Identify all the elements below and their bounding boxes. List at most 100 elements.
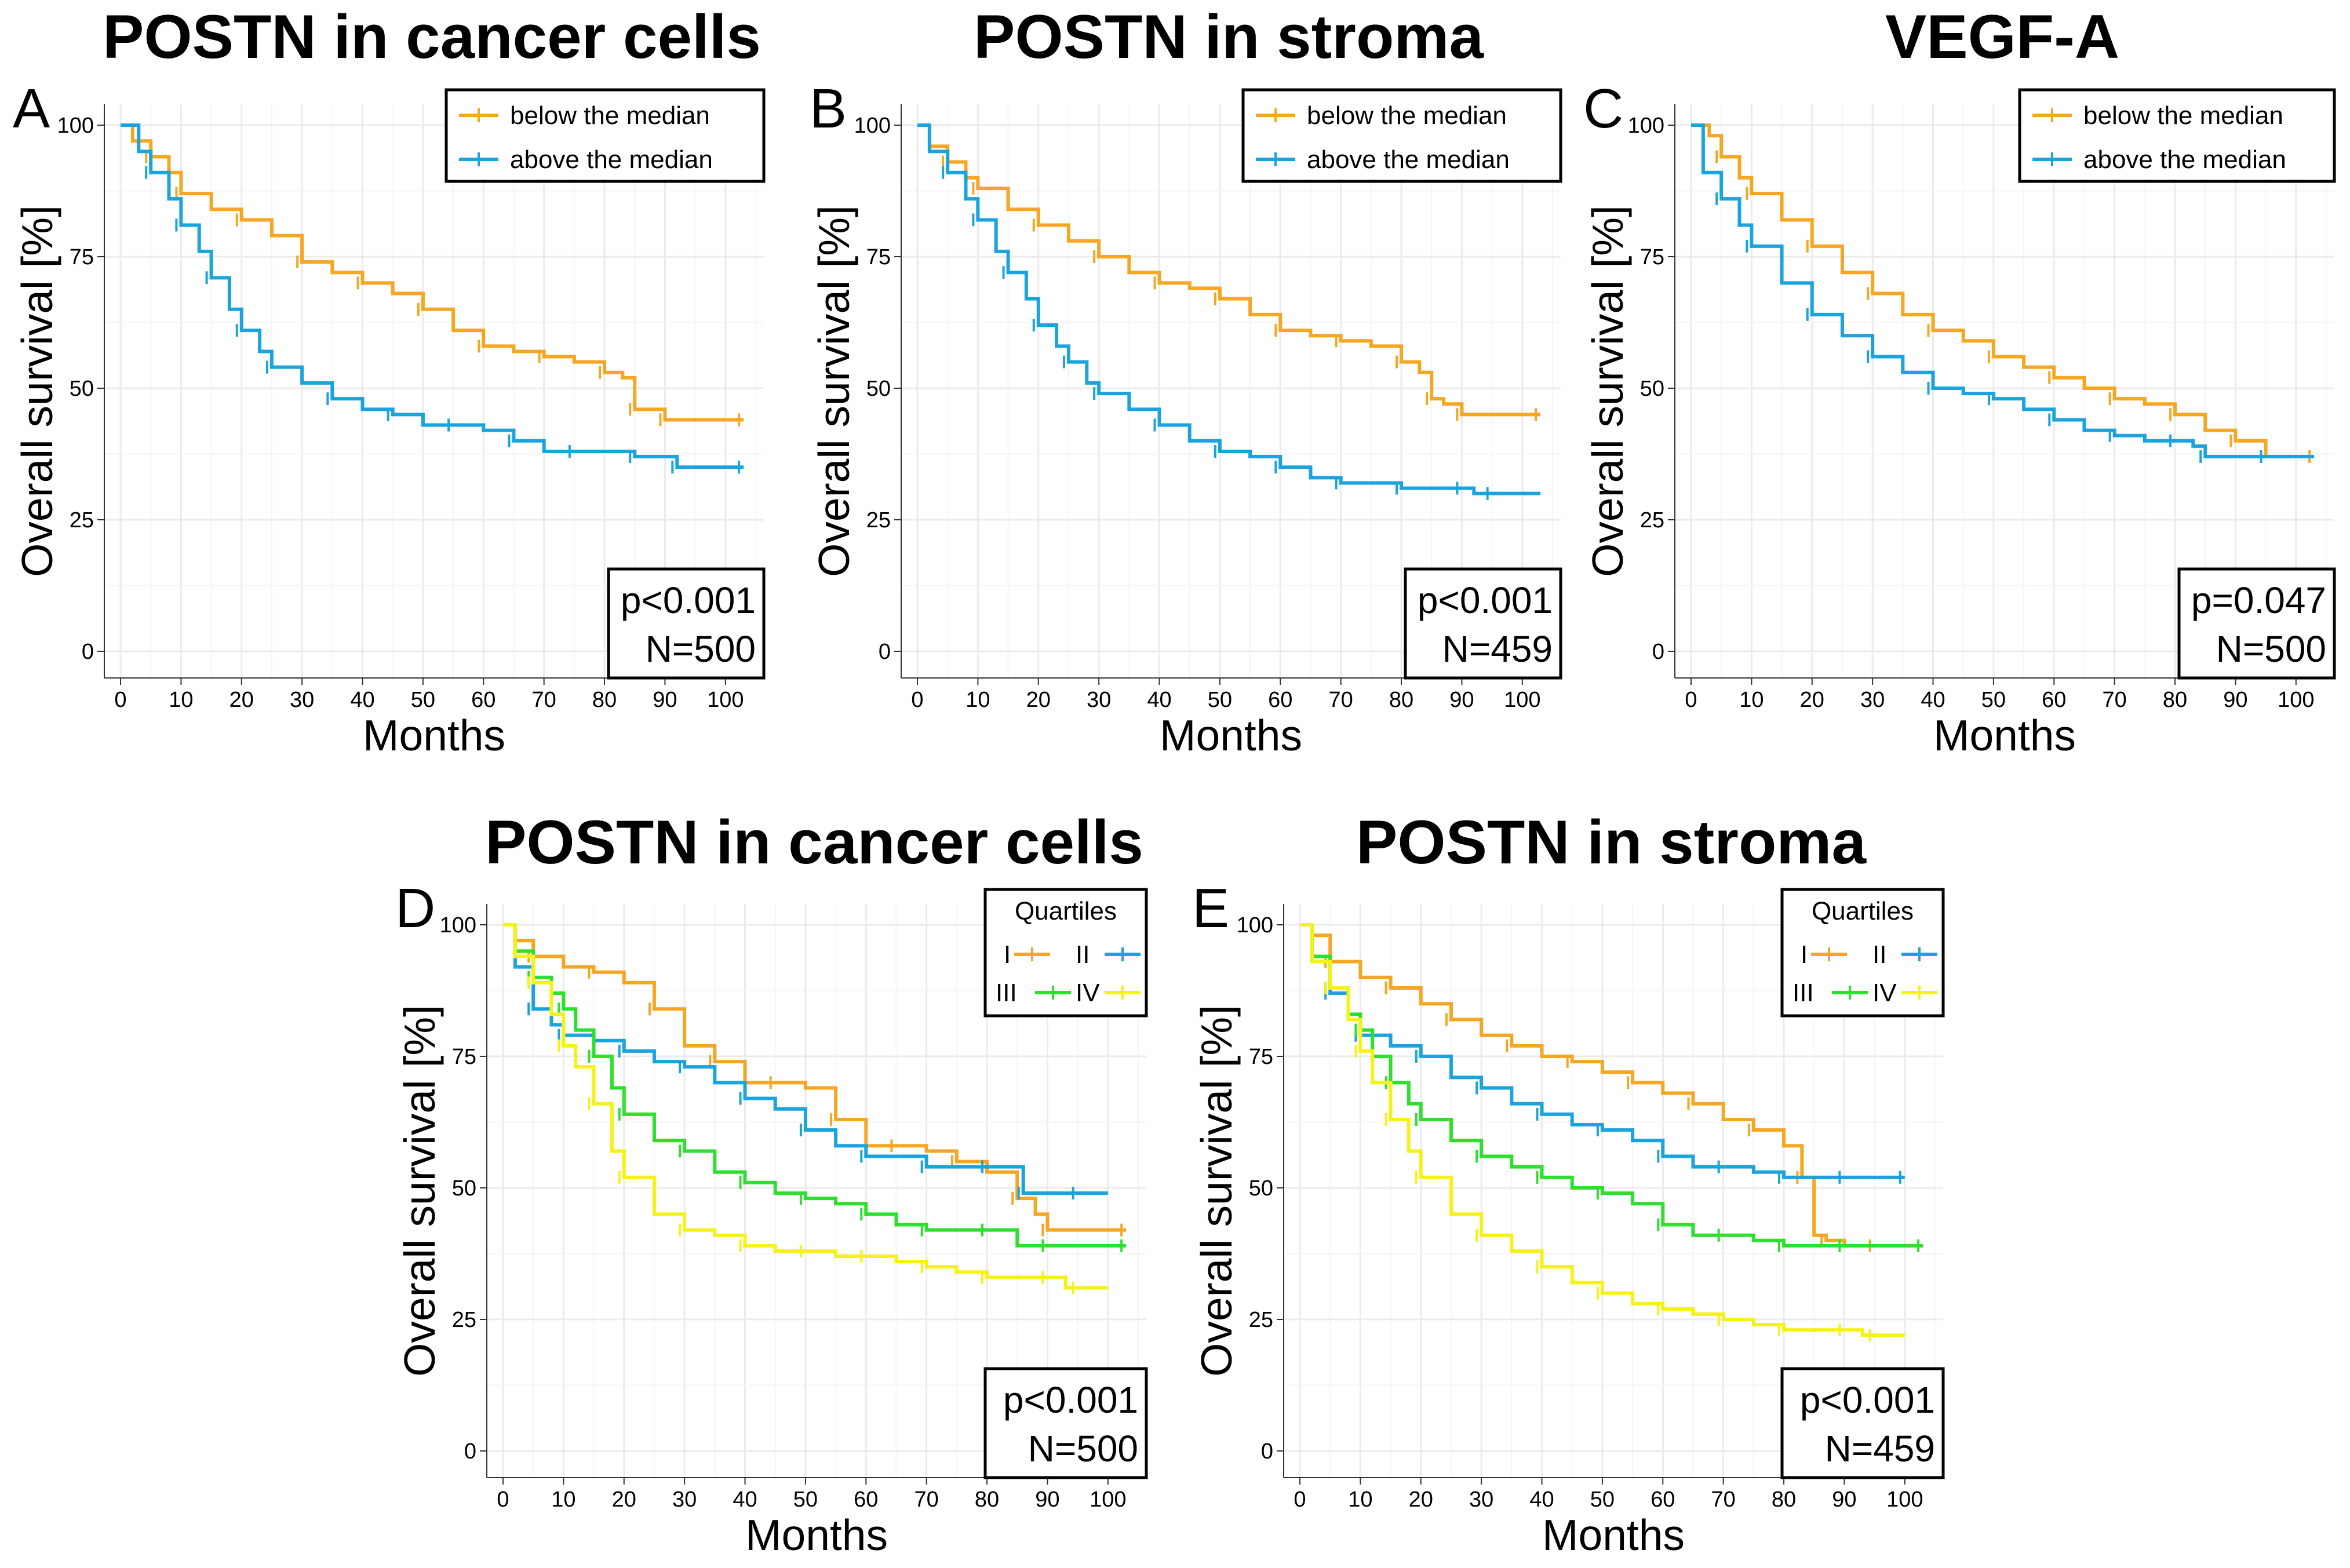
series-ii [503, 923, 1108, 1200]
panel-c: VEGF-A C 0 10 20 30 40 50 60 70 80 90 100 0 25 50 75 100 M… [1583, 2, 2336, 760]
y-tick-label: 75 [70, 245, 94, 269]
panel-a: POSTN in cancer cells A 0 10 20 30 40 50 60 70 80 9… [13, 2, 766, 760]
x-tick-label: 20 [1409, 1487, 1433, 1512]
y-tick-label: 100 [854, 114, 891, 138]
x-tick-label: 60 [471, 688, 495, 712]
panel-letter: E [1192, 877, 1229, 939]
stats-box: p=0.047 N=500 [2177, 567, 2336, 680]
x-tick-label: 40 [350, 688, 374, 712]
survival-curve [1300, 923, 1905, 1337]
x-tick-label: 90 [2223, 688, 2247, 712]
x-tick-label: 90 [653, 688, 677, 712]
stats-box: p<0.001 N=459 [1404, 567, 1562, 680]
sample-size: N=500 [646, 628, 756, 670]
legend-label: below the median [1307, 101, 1507, 130]
x-tick-label: 50 [1981, 688, 2006, 712]
p-value: p<0.001 [1003, 1379, 1138, 1421]
x-tick-label: 20 [1026, 688, 1051, 712]
x-tick-label: 80 [2163, 688, 2187, 712]
legend-label: IV [1076, 979, 1100, 1007]
legend-label: above the median [1307, 145, 1510, 174]
y-tick-label: 0 [464, 1439, 476, 1464]
panel-title: POSTN in stroma [974, 2, 1484, 71]
legend-label: II [1872, 940, 1886, 969]
y-axis-label: Overall survival [%] [1192, 1005, 1241, 1377]
y-tick-label: 0 [1652, 640, 1664, 664]
p-value: p<0.001 [621, 579, 756, 621]
x-tick-label: 20 [612, 1487, 636, 1512]
x-tick-label: 90 [1449, 688, 1474, 712]
x-tick-label: 0 [1294, 1487, 1306, 1512]
series-iii [1300, 923, 1923, 1252]
y-axis-label: Overall survival [%] [13, 205, 61, 577]
x-tick-label: 20 [229, 688, 254, 712]
y-tick-label: 50 [70, 377, 94, 401]
legend-title: Quartiles [1812, 897, 1914, 925]
y-tick-label: 75 [1640, 245, 1664, 269]
y-tick-label: 25 [866, 508, 891, 533]
x-tick-label: 70 [915, 1487, 939, 1512]
x-tick-label: 10 [1739, 688, 1764, 712]
x-tick-label: 0 [114, 688, 126, 712]
y-tick-label: 0 [879, 640, 891, 664]
y-tick-label: 25 [452, 1308, 476, 1332]
legend-label: above the median [510, 145, 713, 174]
x-axis-label: Months [745, 1511, 888, 1559]
panel-e: POSTN in stroma E 0 10 20 30 40 50 60 70 80 90 100 0 2… [1192, 807, 1945, 1559]
legend-box [445, 88, 766, 183]
x-tick-label: 60 [1268, 688, 1292, 712]
stats-frame [1780, 1367, 1945, 1479]
x-axis-label: Months [363, 711, 505, 760]
x-tick-label: 70 [1329, 688, 1353, 712]
legend-label: I [1004, 940, 1011, 969]
stats-frame [607, 567, 766, 680]
x-tick-label: 30 [1860, 688, 1885, 712]
y-tick-label: 100 [1628, 114, 1664, 138]
legend: below the median above the median [1241, 88, 1562, 183]
panel-title: POSTN in stroma [1356, 807, 1867, 877]
series-below-the-median [917, 123, 1541, 421]
legend-title: Quartiles [1015, 897, 1117, 925]
survival-curve [121, 123, 744, 469]
stats-frame [1404, 567, 1562, 680]
x-tick-label: 100 [1886, 1487, 1923, 1512]
survival-curve [121, 123, 744, 422]
x-tick-label: 70 [532, 688, 556, 712]
x-tick-label: 50 [1590, 1487, 1615, 1512]
legend-label: I [1801, 940, 1808, 969]
series-above-the-median [917, 123, 1541, 500]
x-tick-label: 10 [551, 1487, 575, 1512]
y-tick-label: 50 [1249, 1176, 1273, 1201]
p-value: p<0.001 [1800, 1379, 1935, 1421]
x-tick-label: 60 [1651, 1487, 1675, 1512]
survival-curve [503, 923, 1108, 1195]
y-tick-label: 25 [1640, 508, 1664, 533]
sample-size: N=500 [1028, 1428, 1138, 1469]
x-tick-label: 100 [707, 688, 744, 712]
y-tick-label: 25 [70, 508, 94, 533]
y-tick-label: 50 [866, 377, 891, 401]
legend: below the median above the median [2018, 88, 2336, 183]
survival-curve [1691, 123, 2315, 459]
x-axis-label: Months [1160, 711, 1302, 760]
x-tick-label: 40 [1147, 688, 1171, 712]
x-tick-label: 70 [1711, 1487, 1736, 1512]
x-tick-label: 30 [290, 688, 314, 712]
sample-size: N=500 [2216, 628, 2326, 670]
gridlines [901, 104, 1561, 678]
sample-size: N=459 [1442, 628, 1553, 670]
survival-curve [503, 923, 1127, 1232]
y-axis-label: Overall survival [%] [810, 205, 858, 577]
panel-b: POSTN in stroma B 0 10 20 30 40 50 60 70 80 90 100 0 2… [810, 2, 1562, 760]
stats-box: p<0.001 N=500 [983, 1367, 1148, 1479]
x-tick-label: 30 [1087, 688, 1111, 712]
stats-box: p<0.001 N=500 [607, 567, 766, 680]
y-tick-label: 50 [1640, 377, 1664, 401]
p-value: p=0.047 [2191, 579, 2326, 621]
x-tick-label: 70 [2103, 688, 2127, 712]
y-tick-label: 50 [452, 1176, 476, 1201]
y-tick-label: 0 [82, 640, 94, 664]
sample-size: N=459 [1825, 1428, 1935, 1469]
